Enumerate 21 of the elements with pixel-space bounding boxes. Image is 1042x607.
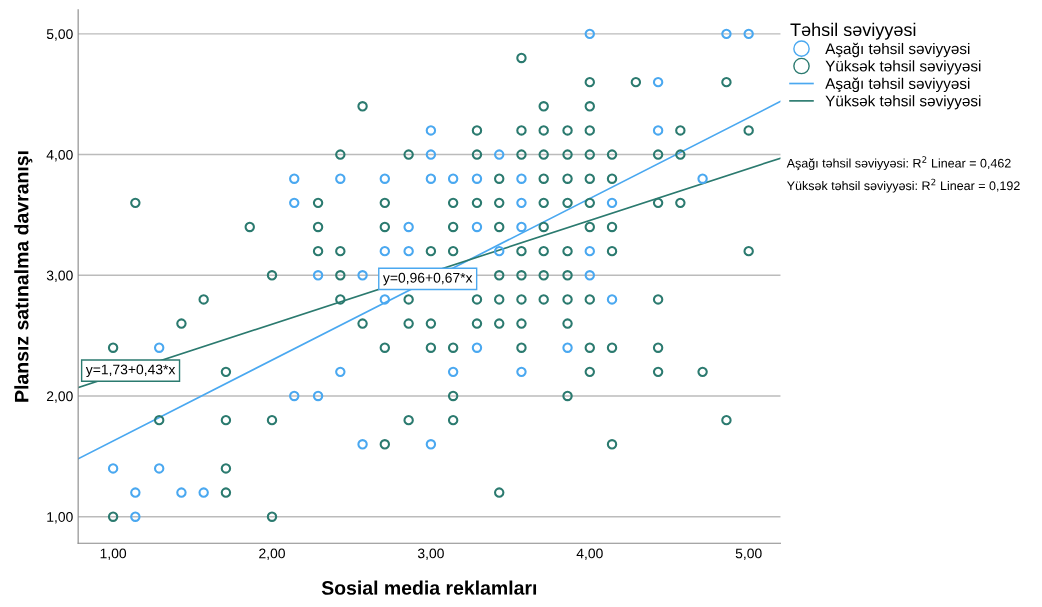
y-tick-label: 1,00 xyxy=(47,512,73,524)
legend-title: Təhsil səviyyəsi xyxy=(790,22,916,40)
annotation: y=1,73+0,43*x xyxy=(85,364,176,378)
annotation: y=0,96+0,67*x xyxy=(382,272,473,286)
y-tick-label: 5,00 xyxy=(46,29,73,41)
text: Yüksək təhsil səviyyəsi: R$^{2}$ Linear = 0,192 xyxy=(786,178,1020,193)
x-axis-title: Sosial media reklamları xyxy=(321,580,537,595)
legend-label: Aşağı təhsil səviyyəsi xyxy=(825,42,970,58)
y-tick-label: 3,00 xyxy=(46,270,73,283)
x-tick-label: 1,00 xyxy=(100,548,127,560)
x-tick-label: 5,00 xyxy=(735,548,762,560)
x-tick-label: 3,00 xyxy=(417,548,444,560)
legend-label: Yüksək təhsil səviyyəsi xyxy=(825,60,981,75)
legend-label: Yüksək təhsil səviyyəsi xyxy=(825,95,981,110)
text: Aşağı təhsil səviyyəsi: R$^{2}$ Linear = 0,462 xyxy=(786,156,1011,171)
y-axis-title: Plansız satınalma davranışı xyxy=(14,151,33,402)
y-tick-label: 4,00 xyxy=(46,149,73,162)
y-tick-label: 2,00 xyxy=(46,391,73,403)
legend-label: Aşağı təhsil səviyyəsi xyxy=(825,77,970,93)
x-tick-label: 4,00 xyxy=(576,548,603,560)
x-tick-label: 2,00 xyxy=(259,548,285,560)
